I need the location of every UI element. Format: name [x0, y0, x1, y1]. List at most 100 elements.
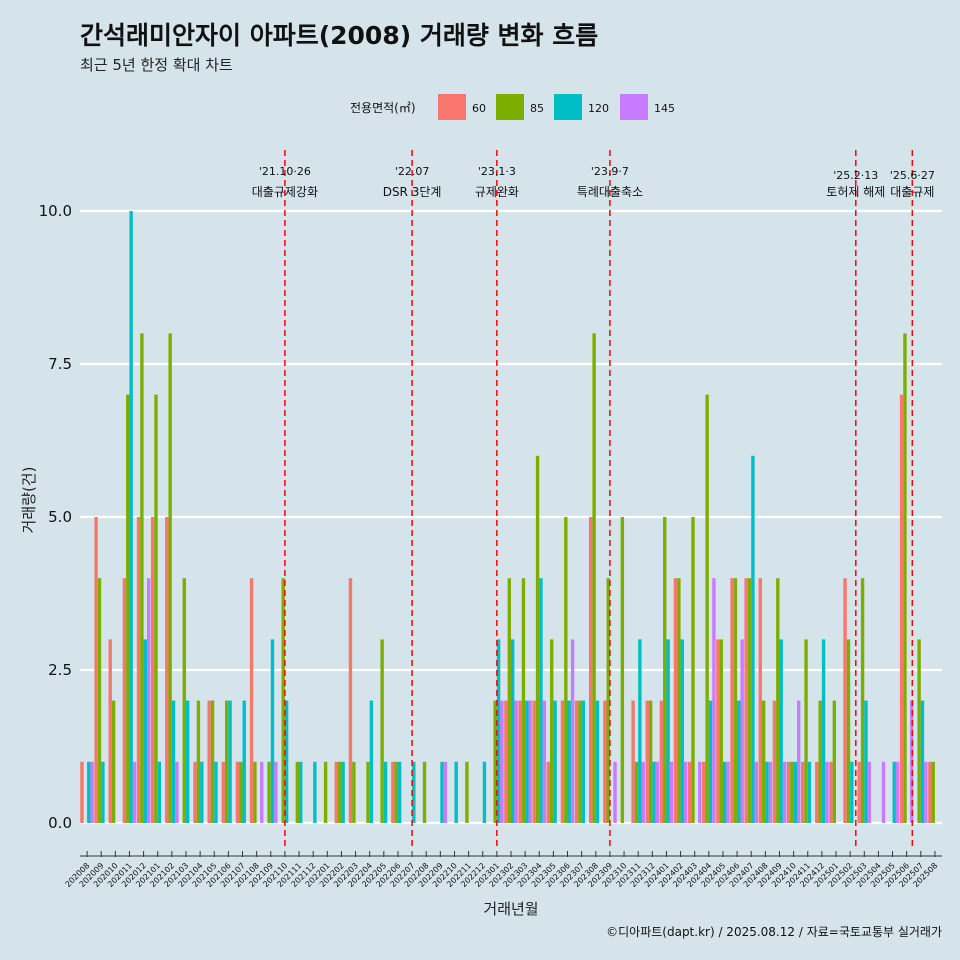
bar-145-202407 — [754, 761, 759, 823]
bar-60-202403 — [687, 761, 692, 823]
bar-85-202010 — [111, 700, 116, 823]
bar-145-202012 — [146, 578, 151, 823]
event-date-label: '25.6·27 — [890, 169, 935, 182]
bar-85-202307 — [578, 700, 582, 823]
bar-85-202503 — [860, 578, 865, 823]
bar-60-202306 — [560, 700, 565, 823]
bar-85-202403 — [691, 517, 695, 823]
bar-120-202110 — [284, 700, 289, 823]
bar-60-202108 — [249, 578, 254, 823]
bar-85-202304 — [535, 455, 540, 823]
bar-120-202210 — [454, 761, 458, 823]
bar-145-202209 — [443, 761, 448, 823]
bar-85-202502 — [846, 639, 851, 823]
bar-120-202111 — [299, 761, 303, 823]
event-label: DSR 3단계 — [383, 185, 442, 199]
bar-85-202404 — [705, 394, 709, 823]
legend-swatch-85 — [496, 94, 524, 120]
bar-60-202008 — [80, 761, 84, 823]
bar-120-202407 — [751, 455, 755, 823]
bar-85-202109 — [267, 761, 271, 823]
y-axis: 0.0 2.5 5.0 7.5 10.0 — [39, 202, 72, 832]
event-date-label: '23.1·3 — [478, 165, 516, 178]
bar-85-202401 — [663, 517, 667, 823]
event-date-label: '21.10·26 — [259, 165, 311, 178]
bar-145-202309 — [613, 761, 617, 823]
bar-85-202206 — [394, 761, 398, 823]
bar-120-202206 — [397, 761, 402, 823]
bar-120-202306 — [567, 700, 571, 823]
bar-85-202508 — [931, 761, 935, 823]
bar-145-202412 — [825, 761, 829, 823]
bar-60-202102 — [165, 517, 169, 823]
bar-120-202112 — [313, 761, 317, 823]
bar-120-202304 — [539, 578, 543, 823]
bar-85-202105 — [210, 700, 215, 823]
bar-60-202402 — [673, 578, 678, 823]
bar-60-202412 — [815, 761, 819, 823]
bar-85-202104 — [196, 700, 201, 823]
bar-60-202010 — [108, 639, 112, 823]
bar-85-202204 — [366, 761, 370, 823]
bar-60-202407 — [744, 578, 748, 823]
bar-120-202009 — [101, 761, 105, 823]
bar-60-202405 — [716, 639, 720, 823]
legend-label-60: 60 — [472, 102, 486, 115]
bar-85-202303 — [521, 578, 526, 823]
legend-label-85: 85 — [530, 102, 544, 115]
bar-145-202109 — [274, 761, 278, 823]
event-date-label: '25.2·13 — [833, 169, 878, 182]
bar-85-202507 — [917, 639, 921, 823]
bar-60-202106 — [221, 761, 225, 823]
bar-85-202310 — [620, 517, 625, 823]
chart-title: 간석래미안자이 아파트(2008) 거래량 변화 흐름 — [80, 21, 598, 50]
legend-swatch-145 — [620, 94, 648, 120]
bar-145-202302 — [514, 700, 518, 823]
bar-120-202207 — [412, 761, 416, 823]
bar-120-202402 — [680, 639, 684, 823]
bar-120-202502 — [850, 761, 854, 823]
bar-85-202406 — [733, 578, 738, 823]
bars — [80, 211, 935, 823]
bar-120-202106 — [228, 700, 232, 823]
event-date-label: '22.07 — [395, 165, 430, 178]
bar-60-202107 — [235, 761, 240, 823]
x-axis-title: 거래년월 — [483, 900, 538, 918]
bar-85-202308 — [592, 333, 596, 823]
bar-60-202203 — [348, 578, 353, 823]
event-label: 대출규제강화 — [252, 185, 318, 199]
bar-85-202009 — [97, 578, 102, 823]
bar-60-202101 — [150, 517, 155, 823]
bar-85-202412 — [818, 700, 822, 823]
y-tick-label: 5.0 — [48, 508, 72, 526]
bar-120-202105 — [214, 761, 218, 823]
bar-60-202011 — [122, 578, 127, 823]
bar-60-202411 — [800, 761, 805, 823]
bar-145-202311 — [641, 761, 645, 823]
legend: 전용면적(㎡) 60 85 120 145 — [350, 94, 675, 120]
bar-120-202503 — [864, 700, 868, 823]
y-tick-label: 10.0 — [39, 202, 72, 220]
bar-60-202408 — [758, 578, 762, 823]
bar-60-202311 — [631, 700, 635, 823]
legend-title: 전용면적(㎡) — [350, 101, 416, 115]
bar-85-202102 — [168, 333, 172, 823]
bar-85-202101 — [154, 394, 158, 823]
bar-145-202401 — [669, 761, 674, 823]
bar-120-202209 — [440, 761, 444, 823]
bar-60-202503 — [857, 761, 861, 823]
bar-120-202408 — [765, 761, 769, 823]
bar-60-202404 — [702, 761, 706, 823]
event-label: 대출규제 — [890, 185, 934, 199]
bar-145-202504 — [881, 761, 886, 823]
bar-120-202406 — [737, 700, 741, 823]
bar-60-202308 — [589, 517, 593, 823]
bar-85-202302 — [507, 578, 511, 823]
legend-swatch-120 — [554, 94, 582, 120]
bar-85-202203 — [352, 761, 356, 823]
bar-85-202106 — [224, 700, 229, 823]
bar-60-202105 — [207, 700, 211, 823]
bar-120-202212 — [482, 761, 487, 823]
